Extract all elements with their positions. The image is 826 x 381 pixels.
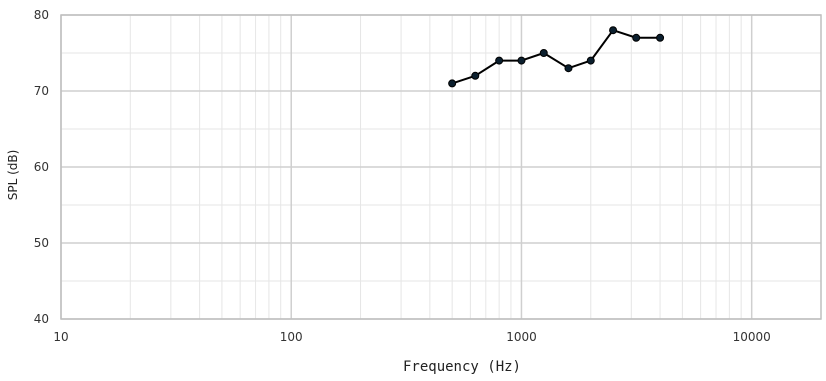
x-axis-title: Frequency (Hz) (403, 359, 521, 375)
data-point (471, 71, 480, 80)
plot-area-border (60, 14, 822, 320)
x-tick-label: 100 (280, 330, 303, 344)
y-axis-title: SPL (dB) (6, 150, 20, 201)
data-point (564, 64, 573, 73)
data-point (656, 33, 665, 42)
y-tick-label: 70 (34, 84, 49, 98)
grid (60, 14, 821, 320)
data-point (609, 26, 618, 35)
data-point (586, 56, 595, 65)
x-tick-label: 10 (53, 330, 68, 344)
data-point (495, 56, 504, 65)
y-axis-ticks: 40 50 60 70 80 (34, 8, 49, 326)
series-line (451, 29, 661, 85)
x-axis-ticks: 10 100 1000 10000 (53, 330, 770, 344)
data-point (448, 79, 457, 88)
data-point (539, 49, 548, 57)
y-tick-label: 80 (34, 8, 49, 22)
data-point (517, 56, 526, 65)
plot-frame (60, 14, 822, 320)
y-tick-label: 60 (34, 160, 49, 174)
data-point (632, 33, 641, 42)
y-tick-label: 40 (34, 312, 49, 326)
x-tick-label: 10000 (733, 330, 771, 344)
x-tick-label: 1000 (506, 330, 537, 344)
y-tick-label: 50 (34, 236, 49, 250)
series (448, 26, 665, 88)
